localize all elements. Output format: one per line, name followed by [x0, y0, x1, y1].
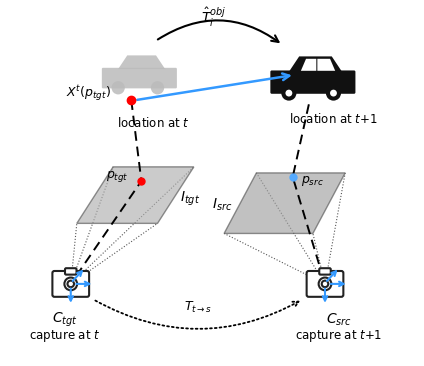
Text: capture at $t$: capture at $t$ [29, 328, 100, 344]
Polygon shape [317, 59, 335, 71]
Circle shape [322, 281, 328, 287]
Text: $C_{src}$: $C_{src}$ [326, 311, 352, 328]
Circle shape [285, 90, 292, 97]
FancyBboxPatch shape [319, 268, 331, 274]
Circle shape [67, 281, 74, 287]
FancyBboxPatch shape [65, 268, 76, 274]
FancyBboxPatch shape [307, 271, 343, 297]
Text: $X^t(p_{tgt})$: $X^t(p_{tgt})$ [67, 83, 112, 103]
Circle shape [112, 81, 125, 94]
Text: $I_{tgt}$: $I_{tgt}$ [180, 190, 200, 208]
Text: $T_{t\rightarrow s}$: $T_{t\rightarrow s}$ [184, 300, 212, 315]
FancyBboxPatch shape [271, 71, 355, 94]
FancyBboxPatch shape [102, 68, 177, 88]
Circle shape [326, 86, 341, 101]
FancyBboxPatch shape [53, 271, 89, 297]
Circle shape [151, 81, 164, 94]
Circle shape [282, 86, 296, 101]
Text: location at $t$: location at $t$ [117, 116, 190, 130]
Polygon shape [301, 59, 316, 71]
Circle shape [64, 277, 77, 290]
Polygon shape [77, 167, 194, 223]
Text: capture at $t$+$1$: capture at $t$+$1$ [296, 328, 383, 344]
Circle shape [330, 90, 337, 97]
Text: $\hat{T}_i^{obj}$: $\hat{T}_i^{obj}$ [201, 5, 227, 29]
Text: $I_{src}$: $I_{src}$ [212, 197, 232, 213]
Polygon shape [289, 56, 342, 72]
Text: $p_{src}$: $p_{src}$ [301, 174, 324, 188]
Circle shape [319, 277, 331, 290]
Polygon shape [118, 55, 165, 69]
Text: $p_{tgt}$: $p_{tgt}$ [106, 169, 128, 184]
Polygon shape [224, 173, 345, 234]
Text: location at $t$+$1$: location at $t$+$1$ [289, 112, 377, 126]
Text: $C_{tgt}$: $C_{tgt}$ [52, 310, 78, 329]
